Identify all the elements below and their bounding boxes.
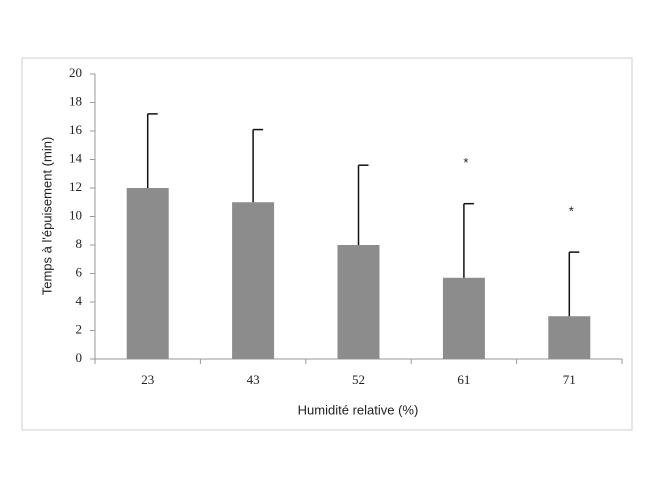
y-tick-label: 14 bbox=[69, 150, 83, 165]
significance-marker: * bbox=[463, 155, 468, 170]
bar bbox=[232, 202, 275, 359]
bar bbox=[337, 245, 380, 359]
x-axis-title: Humidité relative (%) bbox=[298, 402, 419, 417]
bar bbox=[442, 277, 485, 359]
y-tick-label: 18 bbox=[69, 93, 82, 108]
significance-marker: * bbox=[569, 204, 574, 219]
y-tick-label: 4 bbox=[76, 293, 83, 308]
y-tick-label: 10 bbox=[69, 207, 82, 222]
y-tick-label: 8 bbox=[76, 236, 83, 251]
bar bbox=[548, 316, 591, 359]
y-tick-label: 2 bbox=[76, 321, 83, 336]
x-tick-label: 23 bbox=[141, 372, 154, 387]
y-axis-title: Temps à l'épuisement (min) bbox=[39, 137, 54, 296]
x-tick-label: 61 bbox=[457, 372, 470, 387]
y-tick-label: 6 bbox=[76, 264, 83, 279]
y-tick-label: 16 bbox=[69, 122, 83, 137]
bar bbox=[126, 188, 169, 359]
y-tick-label: 0 bbox=[76, 350, 83, 365]
x-tick-label: 52 bbox=[352, 372, 365, 387]
x-tick-label: 71 bbox=[563, 372, 576, 387]
chart-frame bbox=[21, 57, 633, 431]
y-tick-label: 20 bbox=[69, 65, 82, 80]
x-tick-label: 43 bbox=[247, 372, 260, 387]
y-tick-label: 12 bbox=[69, 179, 82, 194]
